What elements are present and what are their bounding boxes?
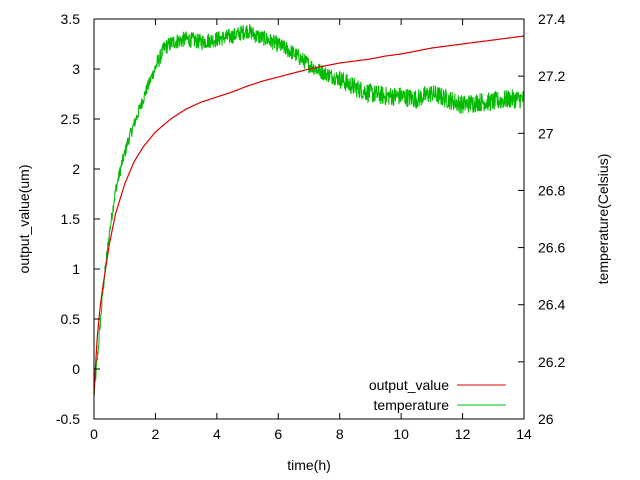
y-tick-label: 1.5 (61, 211, 81, 227)
y-tick-label: 2 (72, 161, 80, 177)
plot-series-layer (93, 24, 525, 396)
y-tick-label: 1 (72, 261, 80, 277)
y2-tick-label: 26.6 (538, 240, 565, 256)
y-tick-label: 0.5 (61, 311, 81, 327)
y2-tick-label: 27.2 (538, 68, 565, 84)
x-tick-label: 0 (90, 426, 98, 442)
y2-tick-label: 26 (538, 411, 554, 427)
y-tick-label: 3.5 (61, 11, 81, 27)
y-tick-label: 0 (72, 361, 80, 377)
y-tick-label: -0.5 (56, 411, 80, 427)
x-tick-label: 12 (455, 426, 471, 442)
y-tick-label: 3 (72, 61, 80, 77)
x-tick-label: 14 (516, 426, 532, 442)
y2-tick-label: 26.2 (538, 354, 565, 370)
series-line-output-value (93, 35, 525, 395)
y2-tick-label: 27 (538, 125, 554, 141)
x-tick-label: 6 (274, 426, 282, 442)
x-tick-label: 2 (152, 426, 160, 442)
y-tick-label: 2.5 (61, 111, 81, 127)
x-tick-label: 10 (393, 426, 409, 442)
y2-tick-label: 26.4 (538, 297, 565, 313)
y2-axis-label: temperature(Celsius) (595, 154, 611, 285)
y2-tick-label: 26.8 (538, 182, 565, 198)
y2-tick-label: 27.4 (538, 11, 565, 27)
series-line-temperature (93, 24, 525, 396)
legend: output_value temperature (369, 377, 506, 413)
legend-label-temperature: temperature (374, 397, 450, 413)
x-tick-label: 8 (336, 426, 344, 442)
x-axis-label: time(h) (287, 457, 331, 473)
y-axis-label: output_value(um) (16, 165, 32, 274)
x-tick-label: 4 (213, 426, 221, 442)
legend-label-output-value: output_value (369, 377, 449, 393)
ticks-layer: 0 2 4 6 8 10 12 14 -0.5 0 0.5 1 1.5 2 2.5 3 3.5 26 26.2 26.… (56, 11, 566, 442)
